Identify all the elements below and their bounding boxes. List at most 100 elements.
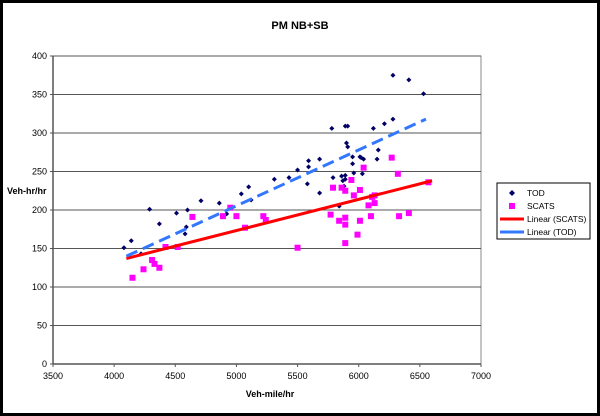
tod-point xyxy=(381,121,387,127)
legend-label: Linear (SCATS) xyxy=(527,214,587,224)
legend: TOD SCATS Linear (SCATS) Linear (TOD) xyxy=(496,182,591,240)
tod-point xyxy=(374,156,380,162)
tod-point xyxy=(390,72,396,78)
scats-point xyxy=(405,210,412,217)
tod-point xyxy=(339,173,345,179)
tod-point xyxy=(317,190,323,196)
x-tick-label: 3500 xyxy=(43,371,63,381)
scats-point xyxy=(294,244,301,251)
scats-point xyxy=(129,274,136,281)
tod-point xyxy=(342,172,348,178)
tod-point xyxy=(185,207,191,213)
scats-point xyxy=(367,213,374,220)
tod-point xyxy=(198,198,204,204)
scats-point xyxy=(156,264,163,271)
legend-label: SCATS xyxy=(527,201,555,211)
scats-point xyxy=(233,213,240,220)
scats-point xyxy=(388,154,395,161)
tod-point xyxy=(359,171,365,177)
tod-point xyxy=(350,154,356,160)
legend-label: Linear (TOD) xyxy=(527,227,577,237)
scats-point xyxy=(151,260,158,267)
y-tick-label: 250 xyxy=(32,167,47,177)
y-tick-label: 50 xyxy=(37,321,47,331)
tod-point xyxy=(174,210,180,216)
tod-point xyxy=(286,175,292,181)
tod-point xyxy=(271,176,277,182)
tod-point xyxy=(329,125,335,131)
scats-point xyxy=(348,176,355,183)
scats-point xyxy=(336,217,343,224)
x-axis-label: Veh-mile/hr xyxy=(246,389,295,399)
x-tick-label: 7000 xyxy=(471,371,491,381)
tod-point xyxy=(246,184,252,190)
scats-point xyxy=(330,184,337,191)
scats-point xyxy=(189,213,196,220)
y-axis-label: Veh-hr/hr xyxy=(7,186,47,196)
tod-point xyxy=(361,156,367,162)
y-tick-label: 100 xyxy=(32,282,47,292)
tod-point xyxy=(128,238,134,244)
tod-point xyxy=(345,123,351,129)
tod-point xyxy=(238,191,244,197)
x-tick-label: 6000 xyxy=(349,371,369,381)
tod-point xyxy=(345,144,351,150)
chart-title: PM NB+SB xyxy=(271,20,328,32)
scats-point xyxy=(162,243,169,250)
scats-point xyxy=(356,217,363,224)
tod-point xyxy=(421,91,427,97)
tod-point xyxy=(147,206,153,212)
tod-trendline xyxy=(125,117,427,258)
x-tick-label: 6500 xyxy=(410,371,430,381)
tod-point xyxy=(304,181,310,187)
tod-point xyxy=(375,147,381,153)
legend-label: TOD xyxy=(527,188,545,198)
scats-point xyxy=(338,184,345,191)
y-tick-label: 200 xyxy=(32,205,47,215)
scats-point xyxy=(260,213,267,220)
scats-point xyxy=(149,257,156,264)
x-tick-label: 5000 xyxy=(226,371,246,381)
tod-point xyxy=(351,170,357,176)
y-tick-label: 150 xyxy=(32,244,47,254)
x-tick-label: 4500 xyxy=(165,371,185,381)
tod-point xyxy=(317,156,323,162)
scats-point xyxy=(140,266,147,273)
tod-point xyxy=(330,175,336,181)
scats-point xyxy=(354,231,361,238)
y-tick-label: 300 xyxy=(32,128,47,138)
legend-tod-icon xyxy=(509,190,515,196)
tod-point xyxy=(350,161,356,167)
tod-point xyxy=(156,221,162,227)
scats-point xyxy=(342,214,349,221)
tod-point xyxy=(182,231,188,237)
x-tick-label: 4000 xyxy=(104,371,124,381)
tod-point xyxy=(295,167,301,173)
tod-point xyxy=(406,77,412,83)
scats-point xyxy=(342,187,349,194)
scats-point xyxy=(342,221,349,228)
tod-point xyxy=(390,116,396,122)
x-tick-label: 5500 xyxy=(288,371,308,381)
scats-point xyxy=(394,170,401,177)
scats-trendline xyxy=(126,179,433,260)
tod-point xyxy=(306,158,312,164)
tod-point xyxy=(370,125,376,131)
y-tick-label: 0 xyxy=(42,359,47,369)
tod-point xyxy=(306,164,312,170)
scats-point xyxy=(356,186,363,193)
scats-point xyxy=(219,213,226,220)
scats-point xyxy=(396,213,403,220)
y-tick-label: 350 xyxy=(32,90,47,100)
scats-point xyxy=(350,192,357,199)
tod-point xyxy=(216,200,222,206)
scats-point xyxy=(327,211,334,218)
tod-point xyxy=(342,176,348,182)
scats-point xyxy=(365,202,372,209)
scats-point xyxy=(360,164,367,171)
scats-point xyxy=(342,240,349,247)
y-tick-label: 400 xyxy=(32,51,47,61)
scats-point xyxy=(262,217,269,224)
tod-point xyxy=(343,140,349,146)
